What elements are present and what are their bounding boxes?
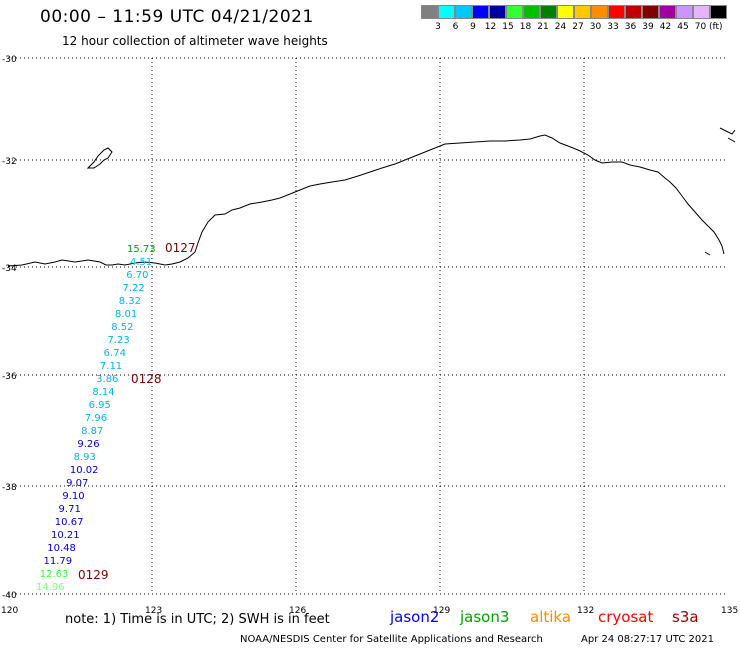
satellite-name: cryosat [598,608,654,626]
longitude-label: 120 [1,606,18,616]
pass-time-label: 0128 [131,372,162,386]
legend-swatch [625,5,642,19]
satellite-name: jason3 [460,608,510,626]
wave-height-label: 12.63 [40,569,69,580]
legend-swatch [693,5,710,19]
legend-swatch [642,5,659,19]
legend-label: 33 [607,22,619,32]
wave-height-label: 3.86 [96,374,118,385]
graticule [8,57,728,595]
wave-height-label: 9.26 [77,439,99,450]
wave-height-label: 8.01 [115,309,137,320]
wave-height-label: 9.71 [59,504,81,515]
wave-height-label: 10.02 [70,465,99,476]
wave-height-label: 4.51 [130,257,152,268]
legend-swatch [710,5,727,19]
legend-label: 9 [470,22,476,32]
map-subtitle: 12 hour collection of altimeter wave hei… [62,34,328,48]
island-outline [86,147,113,169]
legend-swatch [557,5,574,19]
legend-label: 3 [435,22,441,32]
legend-label: 15 [502,22,514,32]
wave-height-label: 15.73 [127,244,156,255]
wave-height-label: 8.52 [111,322,133,333]
coast-fragment [704,251,711,256]
map-title: 00:00 – 11:59 UTC 04/21/2021 [40,7,314,27]
wave-height-label: 10.21 [51,530,80,541]
pass-time-label: 0129 [78,568,109,582]
latitude-label: -32 [2,157,17,167]
latitude-label: -36 [2,372,17,382]
legend-swatch [523,5,540,19]
axis-labels: -30 -32 -34 -36 -38 -40 120 123 126 129 132 135 [1,55,738,616]
wave-height-label: 6.70 [126,270,148,281]
legend-swatch [591,5,608,19]
wave-height-label: 6.74 [104,348,126,359]
longitude-label: 126 [289,606,306,616]
wave-height-label: 9.10 [62,491,84,502]
legend-label: 70 [694,22,707,32]
legend-label: 36 [624,22,637,32]
footer-note: note: 1) Time is in UTC; 2) SWH is in fe… [65,612,330,627]
legend-label: 24 [554,22,567,32]
legend-label: 18 [519,22,532,32]
satellite-name: s3a [672,608,699,626]
legend-swatch [506,5,523,19]
pass-time-label: 0127 [165,241,196,255]
latitude-label: -34 [2,264,17,274]
latitude-label: -38 [2,483,17,493]
legend-label: 12 [484,22,497,32]
legend-label: 21 [537,22,549,32]
legend-swatch [608,5,625,19]
wave-height-label: 8.14 [92,387,114,398]
wave-height-label: 6.95 [89,400,111,411]
wave-height-label: 11.79 [44,556,73,567]
wave-height-label: 7.11 [100,361,122,372]
wave-height-label: 7.23 [107,335,129,346]
satellite-name: jason2 [390,608,440,626]
legend-swatch [455,5,472,19]
legend-label: 6 [452,22,459,32]
coast-fragment [719,127,736,143]
legend-swatch [421,5,438,19]
legend-label: 42 [659,22,672,32]
legend-swatch [540,5,557,19]
coastline [7,134,725,267]
wave-height-label: 8.93 [74,452,96,463]
wave-height-label: 7.96 [85,413,107,424]
legend-swatch [472,5,489,19]
legend-swatch [438,5,455,19]
legend-label: 45 [677,22,689,32]
longitude-label: 123 [145,606,162,616]
legend-unit: (ft) [709,22,723,32]
satellite-track: 15.73 4.51 6.70 7.22 8.32 8.01 8.52 7.23 6.74 7.1… [36,241,196,593]
legend-swatch [676,5,693,19]
generated-timestamp: Apr 24 08:27:17 UTC 2021 [581,634,714,645]
wave-height-label: 8.87 [81,426,103,437]
legend-label: 39 [642,22,654,32]
longitude-label: 132 [577,606,594,616]
satellite-name: altika [530,608,572,626]
latitude-label: -30 [2,55,17,65]
wave-height-label: 9.07 [66,478,88,489]
legend-swatch [489,5,506,19]
legend-swatch [574,5,591,19]
latitude-label: -40 [2,591,17,601]
legend-label: 30 [589,22,602,32]
wave-height-label: 14.96 [36,582,65,593]
credit-line: NOAA/NESDIS Center for Satellite Applica… [240,634,543,645]
longitude-label: 135 [721,606,738,616]
legend-label: 27 [572,22,584,32]
wave-height-label: 7.22 [122,283,144,294]
legend-swatch [659,5,676,19]
wave-height-label: 10.67 [55,517,84,528]
wave-height-label: 8.32 [119,296,141,307]
longitude-label: 129 [433,606,450,616]
wave-height-label: 10.48 [47,543,76,554]
